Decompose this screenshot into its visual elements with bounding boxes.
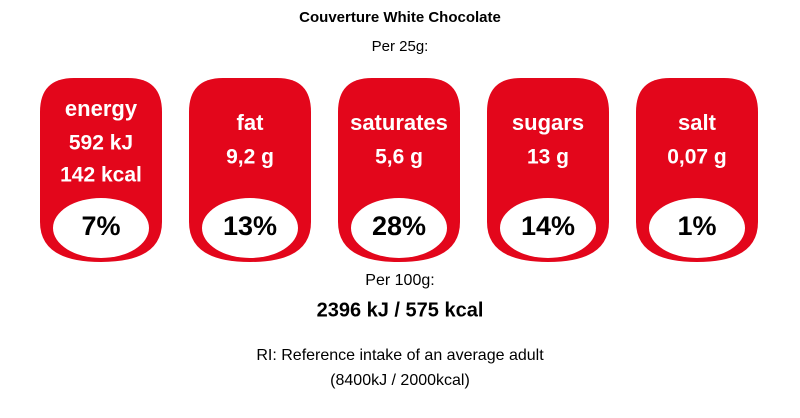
nutrient-value: 592 kJ	[69, 132, 133, 155]
title: Couverture White Chocolate	[299, 9, 501, 26]
reference-percent: 1%	[677, 211, 716, 241]
percent-bubble	[500, 198, 596, 258]
nutrient-value: 142 kcal	[60, 164, 142, 187]
nutrient-label: energy	[65, 96, 138, 121]
percent-bubble	[202, 198, 298, 258]
per-100-energy: 2396 kJ / 575 kcal	[317, 299, 484, 321]
nutrient-label: saturates	[350, 110, 448, 135]
reference-percent: 14%	[521, 211, 575, 241]
nutrient-value: 9,2 g	[226, 146, 274, 169]
percent-bubble	[53, 198, 149, 258]
percent-bubble	[351, 198, 447, 258]
nutrient-value: 5,6 g	[375, 146, 423, 169]
reference-percent: 7%	[81, 211, 120, 241]
subtitle: Per 25g:	[372, 38, 429, 55]
nutrient-value: 13 g	[527, 146, 569, 169]
reference-percent: 13%	[223, 211, 277, 241]
ri-values: (8400kJ / 2000kcal)	[330, 372, 470, 389]
nutrient-label: sugars	[512, 110, 584, 135]
nutrient-label: fat	[237, 110, 265, 135]
nutrient-value: 0,07 g	[667, 146, 727, 169]
tiles: energy 592 kJ 142 kcal 7% fat 9,2 g 13% saturat…	[40, 78, 758, 262]
per-100-heading: Per 100g:	[365, 272, 434, 289]
percent-bubble	[649, 198, 745, 258]
ri-note: RI: Reference intake of an average adult	[256, 347, 544, 364]
nutrient-label: salt	[678, 110, 717, 135]
reference-percent: 28%	[372, 211, 426, 241]
